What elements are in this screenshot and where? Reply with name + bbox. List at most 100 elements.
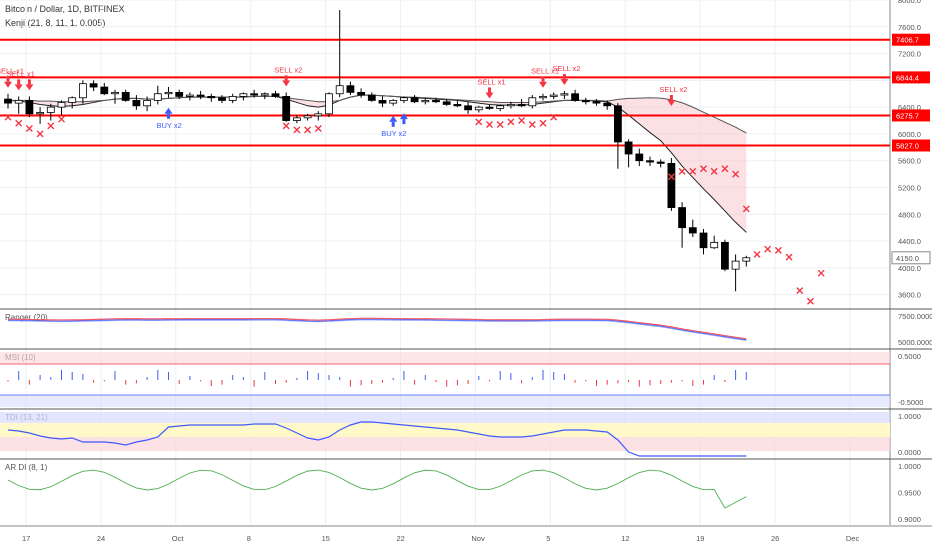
level-tag bbox=[892, 139, 930, 152]
chart-title: Bitcoin / Dollar, 1D, BITFINEX bbox=[5, 4, 125, 14]
sell-signal-label: SELL x2 bbox=[274, 65, 302, 74]
kenji-cloud bbox=[8, 95, 747, 233]
candle-body bbox=[453, 104, 462, 107]
candle-body bbox=[68, 97, 77, 103]
sell-signal-label: SELL x1 bbox=[478, 77, 506, 86]
x-mark bbox=[807, 297, 814, 305]
candle-body bbox=[442, 101, 451, 105]
candle-body bbox=[464, 105, 473, 111]
x-mark bbox=[753, 250, 761, 258]
candle-body bbox=[4, 98, 12, 104]
price-tick-label: 7200.0 bbox=[898, 50, 921, 59]
candle-body bbox=[89, 83, 98, 88]
candle-body bbox=[539, 96, 547, 99]
candle-body bbox=[506, 104, 515, 107]
sell-arrow bbox=[4, 81, 12, 88]
candle-body bbox=[646, 160, 654, 163]
candle-body bbox=[14, 100, 23, 104]
candle-body bbox=[624, 141, 633, 155]
x-mark bbox=[732, 170, 740, 178]
candle-body bbox=[271, 93, 280, 97]
candle-body bbox=[239, 93, 248, 97]
buy-signal-label: BUY x2 bbox=[157, 121, 182, 130]
candle-body bbox=[667, 162, 676, 208]
sell-arrow-stem bbox=[284, 75, 288, 81]
x-mark bbox=[710, 167, 718, 175]
sell-arrow bbox=[560, 79, 569, 86]
x-mark bbox=[678, 167, 686, 175]
x-mark bbox=[667, 173, 675, 181]
candle-body bbox=[699, 232, 708, 249]
time-tick-label: 24 bbox=[97, 534, 105, 543]
candle-body bbox=[592, 101, 601, 104]
candle-body bbox=[410, 97, 419, 103]
level-label: 6844.4 bbox=[896, 73, 919, 82]
candle-body bbox=[549, 94, 558, 97]
candle-body bbox=[36, 112, 44, 115]
x-mark bbox=[496, 121, 504, 129]
msi-upper-band bbox=[0, 352, 890, 364]
tdi-line bbox=[7, 421, 747, 457]
sell-arrow-stem bbox=[562, 74, 566, 80]
candle-body bbox=[688, 227, 697, 234]
candle-body bbox=[111, 92, 119, 95]
candle-body bbox=[421, 100, 430, 103]
time-tick-label: 12 bbox=[621, 534, 629, 543]
ranger-band-line bbox=[7, 317, 747, 340]
x-mark bbox=[475, 118, 483, 126]
candle-body bbox=[614, 105, 622, 143]
candle-body bbox=[710, 241, 719, 249]
x-mark bbox=[742, 205, 750, 213]
x-mark bbox=[507, 118, 515, 126]
candle-body bbox=[357, 92, 366, 96]
pane-tick-label: -0.5000 bbox=[898, 398, 923, 407]
time-tick-label: 15 bbox=[322, 534, 330, 543]
candle-body bbox=[260, 93, 269, 96]
ranger-band-line bbox=[7, 319, 747, 341]
candle-body bbox=[528, 97, 537, 107]
candle-body bbox=[721, 241, 729, 270]
x-mark bbox=[4, 113, 12, 121]
time-tick-label: 26 bbox=[771, 534, 779, 543]
time-tick-label: 19 bbox=[696, 534, 704, 543]
pane-tick-label: 1.0000 bbox=[898, 412, 921, 421]
x-mark bbox=[47, 122, 55, 130]
sell-signal-label: SELL x2 bbox=[659, 85, 687, 94]
x-mark bbox=[518, 117, 526, 125]
candle-body bbox=[496, 105, 505, 109]
candle-body bbox=[153, 93, 162, 101]
sell-arrow-stem bbox=[27, 79, 31, 85]
price-tick-label: 7600.0 bbox=[898, 23, 921, 32]
level-tag bbox=[892, 109, 930, 122]
sell-signal-label: SELL x1 bbox=[7, 69, 35, 78]
sell-signal-label: SELL x1 bbox=[531, 67, 559, 76]
candle-body bbox=[325, 93, 333, 115]
candle-body bbox=[678, 207, 686, 229]
x-mark bbox=[293, 126, 301, 134]
time-tick-label: 5 bbox=[546, 534, 550, 543]
pane-tick-label: 0.0000 bbox=[898, 448, 921, 457]
x-mark bbox=[539, 119, 547, 127]
x-mark bbox=[528, 121, 536, 129]
candle-body bbox=[389, 100, 398, 104]
kenji-slow-line bbox=[8, 94, 747, 134]
level-label: 5827.0 bbox=[896, 141, 919, 150]
x-mark bbox=[689, 167, 697, 175]
ranger-band-line bbox=[7, 319, 747, 341]
sell-arrow bbox=[667, 100, 676, 106]
candle-body bbox=[560, 93, 569, 96]
candle-body bbox=[314, 113, 323, 117]
ranger-band-line bbox=[7, 318, 747, 340]
sell-arrow-stem bbox=[488, 87, 491, 93]
buy-signal-label: BUY x2 bbox=[381, 129, 406, 138]
candle-body bbox=[175, 92, 184, 97]
sell-arrow-stem bbox=[541, 76, 545, 82]
pane-tick-label: 0.9500 bbox=[898, 489, 921, 498]
buy-arrow-stem bbox=[167, 113, 170, 119]
candle-body bbox=[207, 96, 216, 99]
candle-body bbox=[399, 97, 408, 101]
candle-body bbox=[25, 100, 34, 115]
candle-body bbox=[57, 102, 66, 108]
time-tick-label: Oct bbox=[172, 534, 185, 543]
